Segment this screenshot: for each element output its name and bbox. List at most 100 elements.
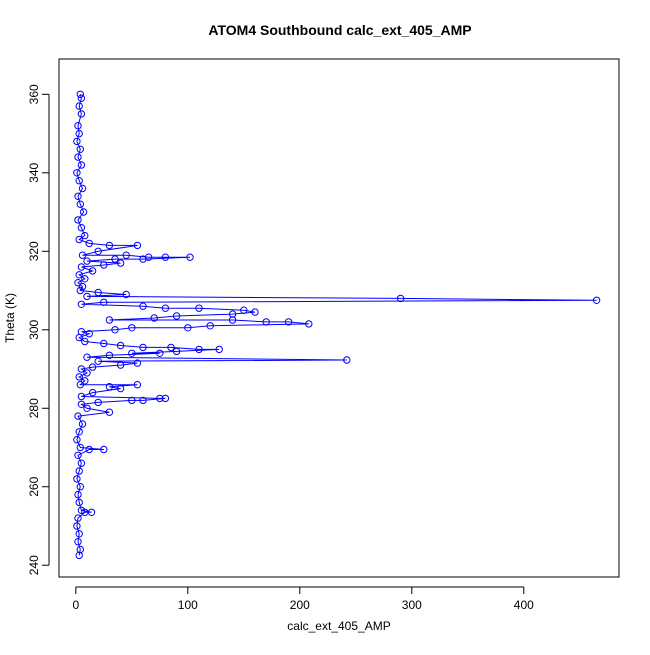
data-point [78,420,87,428]
data-point [215,345,223,354]
data-point [77,263,86,271]
data-point [186,253,194,261]
data-point [74,122,82,130]
data-point [105,408,114,416]
data-point [284,318,293,326]
data-point [75,530,83,538]
data-point [156,349,164,357]
data-point [73,436,81,444]
data-point [76,443,85,452]
y-tick-label: 340 [27,162,41,182]
data-point [76,381,85,389]
data-point [206,322,214,330]
data-point [81,231,89,240]
data-point [161,304,170,312]
data-point [73,475,81,483]
data-point [228,316,237,324]
data-point [77,392,86,401]
data-point [128,349,136,357]
data-point [85,330,93,338]
data-point [75,177,83,185]
data-point [139,302,147,310]
data-point [172,347,181,356]
data-point [100,298,108,306]
data-point [77,400,86,408]
data-point [74,192,82,201]
y-tick-label: 320 [27,241,41,261]
x-tick-label: 300 [402,598,422,612]
y-tick-label: 360 [27,84,41,104]
data-point [83,292,91,301]
data-point [116,341,125,350]
x-tick-label: 400 [514,598,534,612]
data-point [83,404,91,412]
data-point [83,369,91,377]
data-point [73,522,81,530]
data-point [77,459,86,467]
data-point [74,412,82,420]
data-point [73,169,81,177]
data-point [150,314,158,322]
data-point [343,356,351,364]
data-point [78,282,87,291]
data-point [75,129,83,138]
data-point [77,224,86,232]
data-point [111,255,119,263]
data-point [75,498,83,507]
data-point [74,490,82,499]
data-point [262,318,270,326]
data-point [396,294,405,303]
data-point [240,306,248,314]
data-point [75,235,83,244]
data-point [105,316,114,324]
data-point [75,467,83,475]
data-point [94,398,102,407]
data-point [111,326,119,334]
data-point [122,251,130,259]
y-tick-label: 280 [27,398,41,418]
data-point [161,394,170,403]
data-point [100,339,108,348]
data-point [105,351,114,359]
data-point [74,514,82,522]
data-point [139,396,147,405]
data-point [100,261,108,269]
data-point [74,538,82,546]
plot-frame [58,58,620,578]
y-tick-label: 300 [27,319,41,339]
data-point [172,312,181,320]
data-point [105,241,114,250]
chart-title: ATOM4 Southbound calc_ext_405_AMP [208,22,471,38]
x-tick-label: 0 [72,598,79,612]
y-tick-label: 240 [27,555,41,575]
data-point [76,483,85,491]
data-point [94,247,102,256]
data-point [592,296,601,304]
data-point [76,200,85,208]
data-point [116,384,125,393]
data-point [251,308,259,316]
x-axis-label: calc_ext_405_AMP [287,619,390,633]
data-point [133,241,142,250]
data-point [105,383,114,391]
data-point [184,324,192,332]
x-tick-label: 200 [290,598,310,612]
data-point [139,343,147,352]
series-group [73,90,601,560]
data-point [94,357,102,365]
data-point [74,279,82,287]
data-point [74,153,82,161]
y-axis: 240 260 280 300 320 340 360 [27,84,50,575]
y-axis-label: Theta (K) [3,293,17,343]
data-point [77,94,86,102]
data-point [116,361,125,369]
data-point [88,267,97,275]
x-tick-label: 100 [178,598,198,612]
data-point [85,239,93,248]
data-point [73,137,81,146]
data-point [100,445,108,454]
data-point [122,290,130,299]
data-point [77,300,86,308]
data-point [75,102,83,110]
